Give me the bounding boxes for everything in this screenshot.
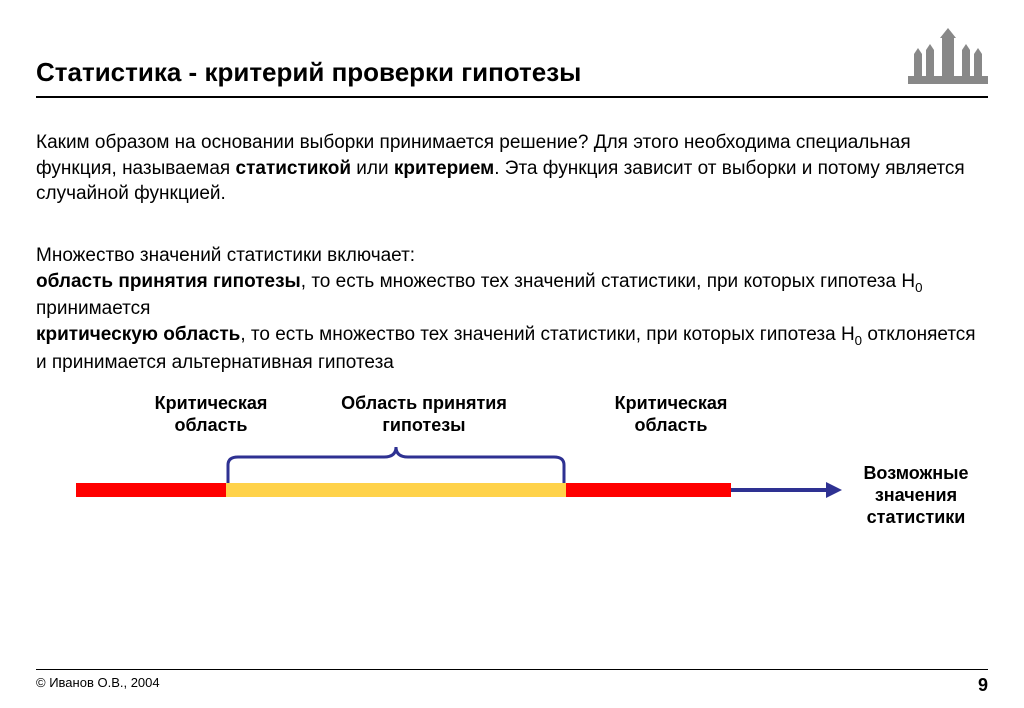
text: Иванов О.В., 2004: [46, 675, 160, 690]
label-critical-right: Критическаяобласть: [591, 393, 751, 436]
text: или: [351, 158, 394, 179]
arrow-head-icon: [826, 482, 842, 498]
text: Множество значений статистики включает:: [36, 243, 988, 269]
page-number: 9: [978, 675, 988, 696]
bracket-icon: [226, 443, 566, 489]
diagram-arrow: [731, 488, 826, 492]
text-bold: критерием: [394, 158, 494, 179]
footer: © Иванов О.В., 2004 9: [36, 669, 988, 692]
diagram-bar: [566, 483, 731, 497]
hypothesis-diagram: Критическаяобласть Область принятиягипоте…: [36, 393, 988, 573]
copyright-text: © Иванов О.В., 2004: [36, 675, 160, 690]
diagram-bar: [76, 483, 226, 497]
text: , то есть множество тех значений статист…: [301, 271, 915, 292]
label-critical-left: Критическаяобласть: [131, 393, 291, 436]
text-bold: статистикой: [236, 158, 352, 179]
subscript: 0: [915, 279, 922, 294]
text-bold: область принятия гипотезы: [36, 271, 301, 292]
logo-icon: [908, 28, 988, 88]
paragraph-2: Множество значений статистики включает: …: [36, 243, 988, 375]
text: , то есть множество тех значений статист…: [240, 324, 854, 345]
paragraph-1: Каким образом на основании выборки прини…: [36, 130, 988, 207]
footer-divider: [36, 669, 988, 670]
subscript: 0: [855, 333, 862, 348]
copyright-icon: ©: [36, 675, 46, 690]
label-accept: Область принятиягипотезы: [314, 393, 534, 436]
text-bold: критическую область: [36, 324, 240, 345]
page-title: Статистика - критерий проверки гипотезы: [36, 57, 581, 88]
text: принимается: [36, 298, 150, 319]
label-axis: Возможныезначениястатистики: [841, 463, 991, 528]
